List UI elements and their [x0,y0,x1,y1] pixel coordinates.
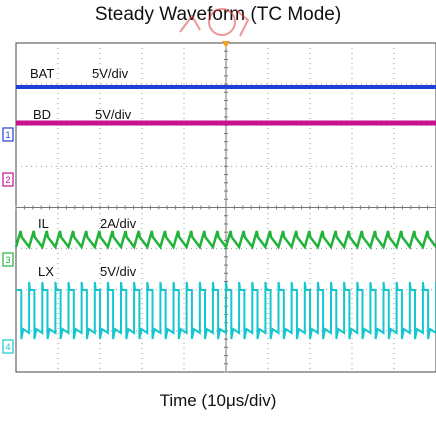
trigger-marker [222,41,230,48]
trace-bd [16,120,436,126]
channel-scale-bat: 5V/div [92,66,129,81]
channel-scale-il: 2A/div [100,216,137,231]
channel-label-bat: BAT [30,66,54,81]
channel-marker-3 [2,252,14,267]
channel-marker-2 [2,172,14,187]
channel-marker-4 [2,339,14,354]
channel-marker-label: 1 [6,130,11,140]
channel-scale-lx: 5V/div [100,264,137,279]
channel-marker-1 [2,127,14,142]
channel-marker-label: 3 [6,255,11,265]
channel-marker-label: 2 [6,175,11,185]
watermark-stamp [179,8,250,37]
x-axis-label: Time (10μs/div) [159,391,277,410]
channel-marker-label: 4 [6,342,11,352]
channel-label-lx: LX [38,264,54,279]
trace-lx [16,281,436,340]
chart-title: Steady Waveform (TC Mode) [94,4,342,25]
trace-il [14,230,436,250]
channel-scale-bd: 5V/div [95,107,132,122]
channel-label-il: IL [38,216,49,231]
channel-label-bd: BD [33,107,51,122]
trace-bat [16,85,436,89]
